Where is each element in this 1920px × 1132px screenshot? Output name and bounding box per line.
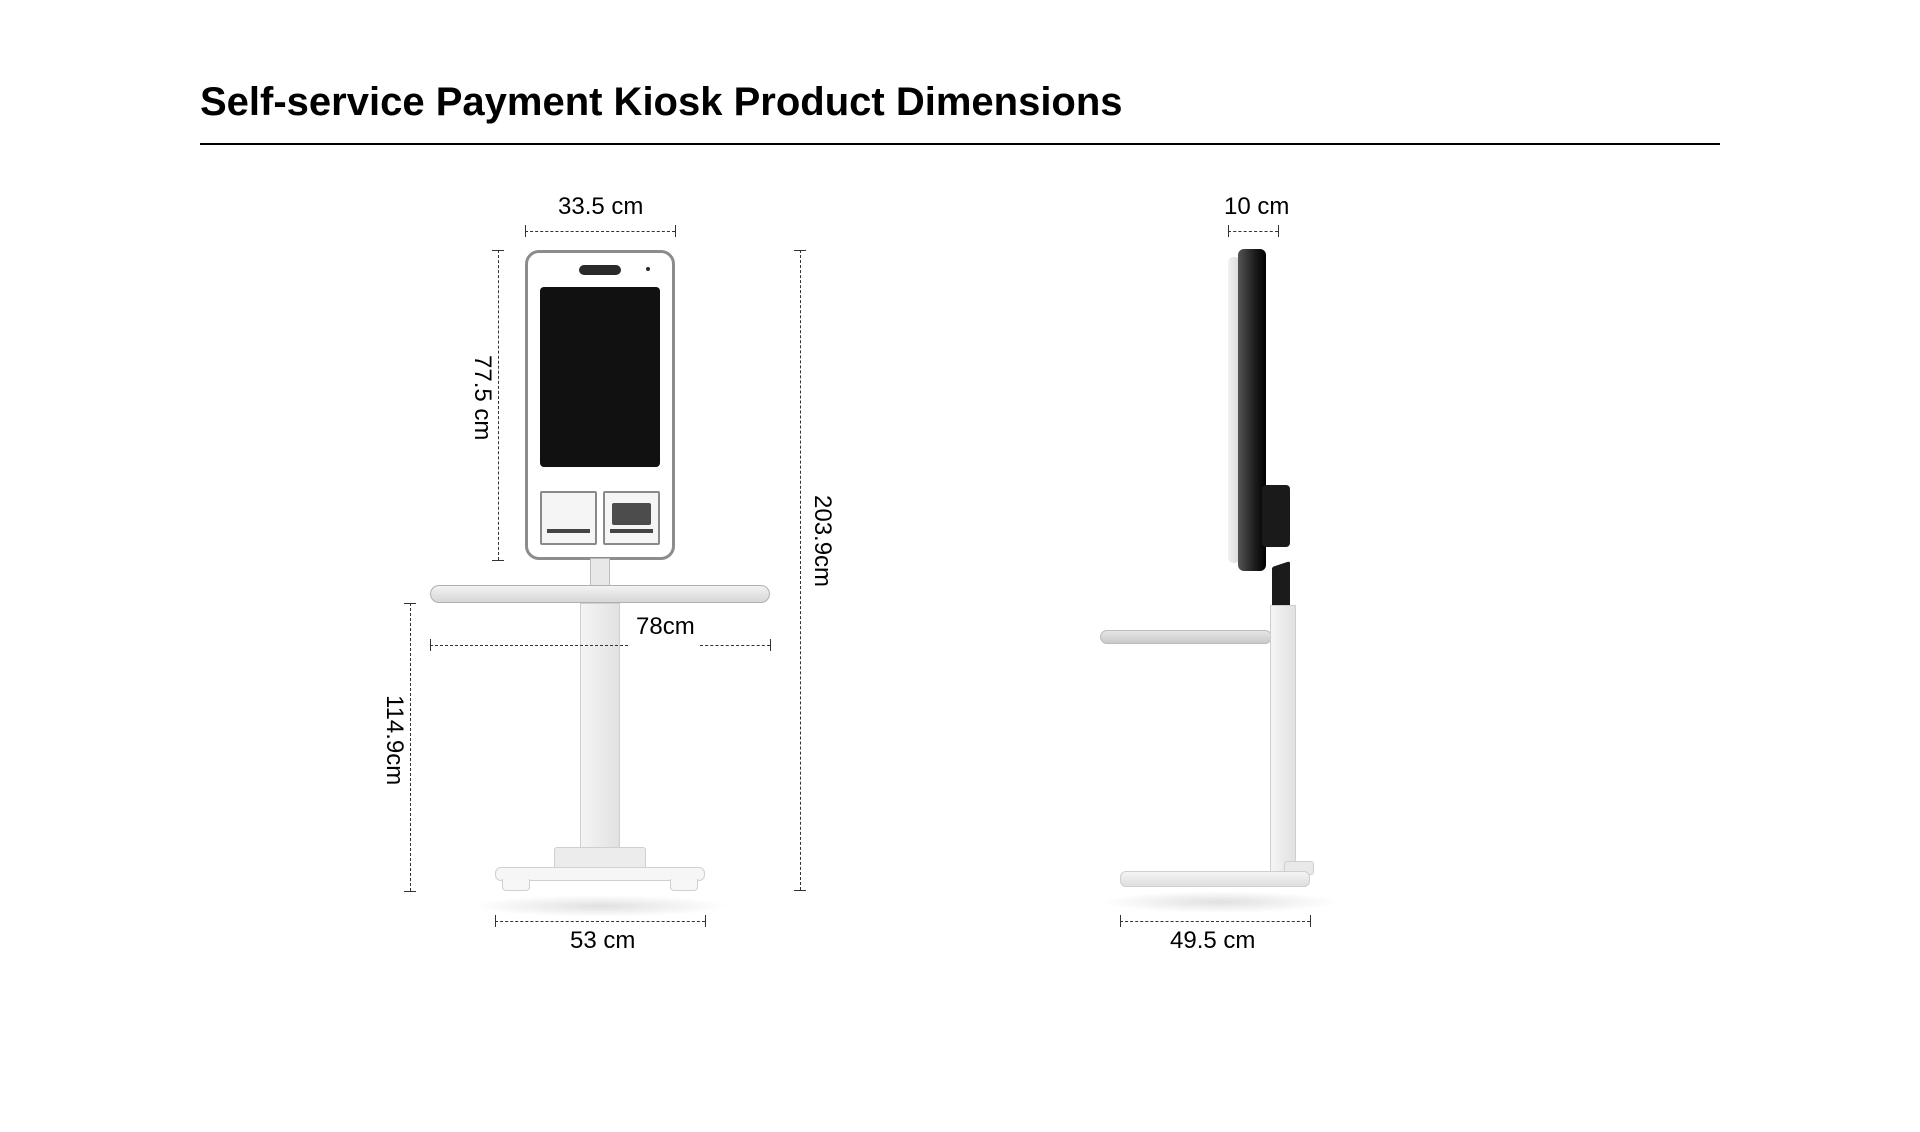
dim-line bbox=[1120, 921, 1310, 922]
dim-tick bbox=[1228, 225, 1229, 237]
dim-tick bbox=[1278, 225, 1279, 237]
dim-line bbox=[525, 231, 675, 232]
floor-shadow bbox=[470, 895, 730, 917]
base-side bbox=[1120, 871, 1310, 887]
label-head-height: 77.5 cm bbox=[468, 355, 496, 440]
dim-tick bbox=[794, 250, 806, 251]
camera-icon bbox=[579, 265, 621, 275]
label-stand-height: 114.9cm bbox=[380, 695, 408, 785]
floor-shadow-side bbox=[1100, 891, 1340, 913]
neck bbox=[590, 558, 610, 588]
dim-line bbox=[800, 250, 801, 890]
dim-tick bbox=[404, 603, 416, 604]
dim-tick bbox=[430, 639, 431, 651]
reader-side bbox=[1262, 485, 1290, 547]
card-reader bbox=[603, 491, 660, 545]
label-base-depth: 49.5 cm bbox=[1170, 927, 1255, 955]
peripheral-row bbox=[540, 491, 660, 545]
dim-line bbox=[498, 250, 499, 560]
kiosk-side-view: 10 cm 49.5 cm bbox=[1000, 235, 1430, 1015]
title-underline bbox=[200, 143, 1720, 145]
label-head-width: 33.5 cm bbox=[558, 193, 643, 221]
dim-tick bbox=[492, 560, 504, 561]
pillar bbox=[580, 603, 620, 858]
pillar-side bbox=[1270, 605, 1296, 873]
dim-tick bbox=[675, 225, 676, 237]
dim-tick bbox=[794, 890, 806, 891]
dim-tick bbox=[705, 915, 706, 927]
label-tray-width: 78cm bbox=[636, 613, 695, 641]
dim-tick bbox=[1120, 915, 1121, 927]
foot-right bbox=[670, 879, 698, 891]
touchscreen bbox=[540, 287, 660, 467]
dim-line bbox=[410, 603, 411, 891]
dim-tick bbox=[495, 915, 496, 927]
receipt-printer bbox=[540, 491, 597, 545]
base-top bbox=[554, 847, 646, 869]
dim-tick bbox=[1310, 915, 1311, 927]
kiosk-head bbox=[525, 250, 675, 560]
dim-tick bbox=[404, 891, 416, 892]
label-base-width: 53 cm bbox=[570, 927, 635, 955]
dim-line bbox=[495, 921, 705, 922]
dim-tick bbox=[492, 250, 504, 251]
diagram-stage: 33.5 cm 77.5 cm 203.9cm 78cm 114.9cm 53 … bbox=[200, 175, 1720, 1035]
tray-side bbox=[1100, 630, 1272, 644]
label-head-depth: 10 cm bbox=[1224, 193, 1289, 221]
dim-tick bbox=[770, 639, 771, 651]
sensor-dot-icon bbox=[646, 267, 650, 271]
label-total-height: 203.9cm bbox=[808, 495, 836, 587]
dim-line bbox=[700, 645, 770, 646]
dim-line bbox=[430, 645, 628, 646]
dim-tick bbox=[525, 225, 526, 237]
foot-left bbox=[502, 879, 530, 891]
kiosk-front-view: 33.5 cm 77.5 cm 203.9cm 78cm 114.9cm 53 … bbox=[320, 235, 840, 1015]
page-title: Self-service Payment Kiosk Product Dimen… bbox=[200, 80, 1720, 125]
tray bbox=[430, 585, 770, 603]
dim-line bbox=[1228, 231, 1278, 232]
